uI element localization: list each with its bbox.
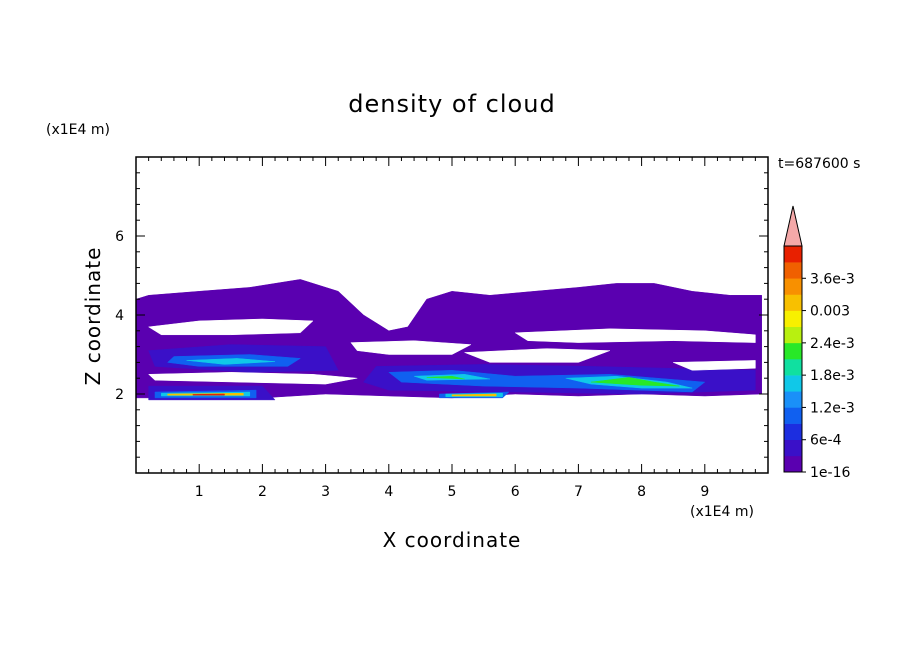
colorbar-bin [784,262,802,279]
colorbar-bin [784,326,802,344]
cloud-density-field [136,279,762,401]
colorbar-bin [784,294,802,311]
time-label: t=687600 s [778,156,860,172]
y-unit-label: (x1E4 m) [46,122,110,138]
x-tick-label: 5 [448,484,457,500]
colorbar-bin [784,455,802,473]
colorbar-bin [784,310,802,328]
axis-ticks: 1 2 3 4 5 6 7 8 9 2 4 6 [115,157,769,500]
x-tick-label: 9 [700,484,709,500]
colorbar-frame [783,245,803,473]
contour-region-5-1 [451,393,497,397]
colorbar-bin [784,423,802,441]
colorbar-bin [784,391,802,408]
colorbar-bin [784,407,802,424]
y-tick-label: 2 [115,387,124,403]
colorbar-bin [784,359,802,376]
x-unit-label: (x1E4 m) [690,504,754,520]
y-tick-label: 4 [115,308,124,324]
colorbar: 1e-16 6e-4 1.2e-3 1.8e-3 2.4e-3 0.003 3.6e-3 [783,205,855,481]
x-tick-label: 8 [637,484,646,500]
x-tick-label: 7 [574,484,583,500]
colorbar-label: 0.003 [810,304,850,320]
colorbar-label: 6e-4 [810,433,842,449]
chart-title: density of cloud [348,90,555,118]
x-tick-label: 4 [384,484,393,500]
colorbar-label: 1.8e-3 [810,368,855,384]
colorbar-label: 1e-16 [810,465,850,481]
colorbar-bin [784,439,802,457]
cloud-gap-0 [147,318,314,336]
contour-region-4-1 [426,375,465,380]
colorbar-bin [784,342,802,360]
contour-region-4-0 [590,377,680,387]
colorbar-label: 3.6e-3 [810,271,855,287]
colorbar-label: 1.2e-3 [810,400,855,416]
colorbar-extend-triangle [783,205,803,247]
y-axis-label: Z coordinate [81,247,105,386]
colorbar-bin [784,278,802,295]
cloud-gap-2 [514,328,756,343]
cloud-gap-3 [464,348,611,363]
x-tick-label: 3 [321,484,330,500]
y-tick-label: 6 [115,229,124,245]
contour-region-3-0 [186,358,276,365]
x-axis-label: X coordinate [383,528,522,552]
cloud-gap-5 [673,360,756,371]
cloud-gap-4 [147,372,358,385]
colorbar-bin [784,246,802,263]
x-tick-label: 1 [195,484,204,500]
colorbar-bin [784,375,802,392]
colorbar-label: 2.4e-3 [810,336,855,352]
x-tick-label: 2 [258,484,267,500]
x-tick-label: 6 [511,484,520,500]
cloud-gap-1 [350,340,472,355]
contour-region-6-0 [192,393,225,396]
